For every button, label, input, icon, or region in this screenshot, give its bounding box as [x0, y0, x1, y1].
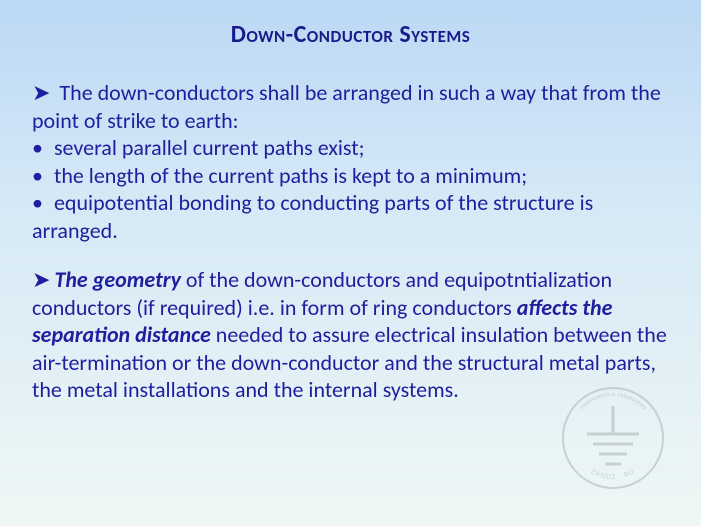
- svg-text:ZANDZ . RU: ZANDZ . RU: [589, 467, 637, 483]
- list-item: • several parallel current paths exist;: [32, 134, 669, 162]
- list-item: • equipotential bonding to conducting pa…: [32, 189, 669, 244]
- bullet-text: the length of the current paths is kept …: [54, 162, 527, 189]
- para1-lead: The down-conductors shall be arranged in…: [32, 79, 661, 134]
- bullet-icon: •: [32, 189, 43, 216]
- slide-content: ➤ The down-conductors shall be arranged …: [0, 49, 701, 404]
- watermark-bottom-text: ZANDZ . RU: [589, 467, 637, 483]
- slide-title: Down-Conductor Systems: [0, 0, 701, 49]
- bullet-icon: •: [32, 162, 43, 189]
- arrow-icon: ➤: [32, 266, 50, 293]
- bold-text: The geometry: [54, 266, 180, 293]
- slide: Down-Conductor Systems ➤ The down-conduc…: [0, 0, 701, 526]
- list-item: • the length of the current paths is kep…: [32, 162, 669, 190]
- paragraph-2: ➤The geometry of the down-conductors and…: [32, 266, 669, 404]
- bullet-text: equipotential bonding to conducting part…: [32, 189, 593, 244]
- arrow-icon: ➤: [32, 79, 50, 106]
- bullet-text: several parallel current paths exist;: [54, 134, 365, 161]
- paragraph-1: ➤ The down-conductors shall be arranged …: [32, 79, 669, 244]
- bullet-icon: •: [32, 134, 43, 161]
